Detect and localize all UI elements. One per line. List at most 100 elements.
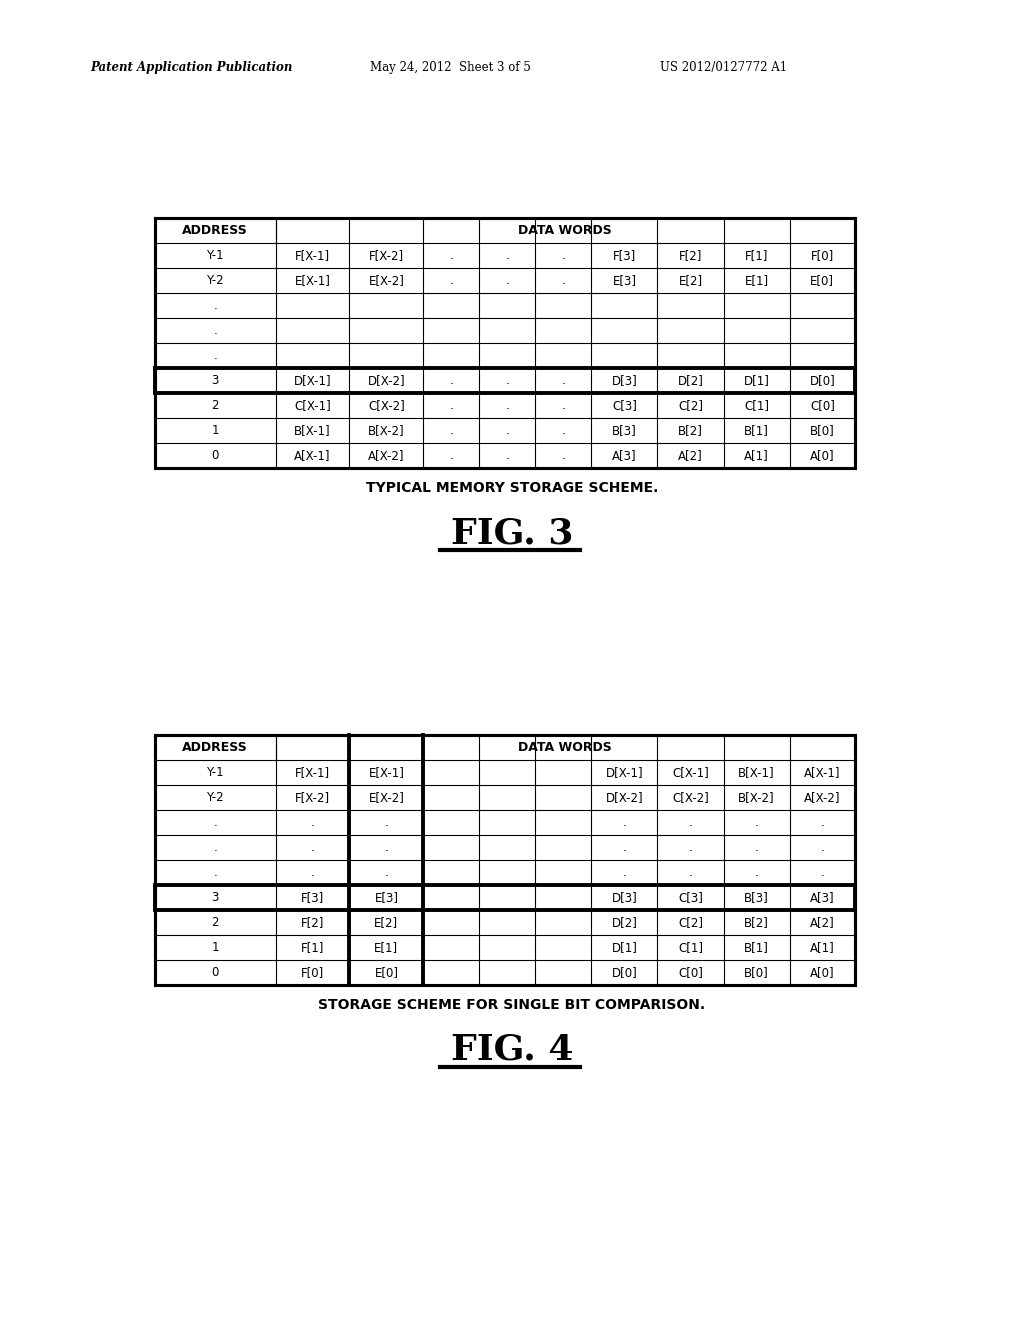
Text: E[X-1]: E[X-1] (369, 766, 404, 779)
Text: A[3]: A[3] (612, 449, 637, 462)
Text: .: . (820, 816, 824, 829)
Text: .: . (213, 300, 217, 312)
Text: C[1]: C[1] (678, 941, 703, 954)
Text: .: . (450, 449, 454, 462)
Text: .: . (213, 816, 217, 829)
Text: A[X-1]: A[X-1] (804, 766, 841, 779)
Text: D[0]: D[0] (611, 966, 637, 979)
Text: F[X-2]: F[X-2] (369, 249, 403, 261)
Text: E[3]: E[3] (612, 275, 636, 286)
Text: F[0]: F[0] (301, 966, 325, 979)
Text: 3: 3 (212, 374, 219, 387)
Bar (155, 218, 855, 469)
Bar (155, 368, 855, 393)
Text: .: . (623, 816, 627, 829)
Text: Y-1: Y-1 (207, 249, 224, 261)
Text: B[X-2]: B[X-2] (368, 424, 404, 437)
Text: B[0]: B[0] (744, 966, 769, 979)
Text: F[2]: F[2] (301, 916, 325, 929)
Text: A[1]: A[1] (744, 449, 769, 462)
Text: .: . (688, 816, 692, 829)
Text: .: . (561, 374, 565, 387)
Text: A[X-2]: A[X-2] (369, 449, 404, 462)
Text: B[3]: B[3] (612, 424, 637, 437)
Text: 0: 0 (212, 966, 219, 979)
Text: .: . (506, 249, 509, 261)
Text: .: . (310, 841, 314, 854)
Text: .: . (213, 323, 217, 337)
Text: A[X-1]: A[X-1] (294, 449, 331, 462)
Bar (155, 884, 855, 909)
Text: Y-2: Y-2 (207, 791, 224, 804)
Text: C[2]: C[2] (678, 916, 703, 929)
Text: 2: 2 (212, 399, 219, 412)
Text: C[X-1]: C[X-1] (294, 399, 331, 412)
Text: Y-2: Y-2 (207, 275, 224, 286)
Text: STORAGE SCHEME FOR SINGLE BIT COMPARISON.: STORAGE SCHEME FOR SINGLE BIT COMPARISON… (318, 998, 706, 1012)
Text: .: . (450, 249, 454, 261)
Text: F[X-1]: F[X-1] (295, 249, 330, 261)
Text: D[3]: D[3] (611, 891, 637, 904)
Text: .: . (213, 841, 217, 854)
Text: .: . (688, 841, 692, 854)
Text: .: . (755, 866, 759, 879)
Text: A[0]: A[0] (810, 966, 835, 979)
Text: .: . (310, 866, 314, 879)
Text: .: . (755, 816, 759, 829)
Text: .: . (385, 841, 388, 854)
Text: D[3]: D[3] (611, 374, 637, 387)
Text: C[3]: C[3] (612, 399, 637, 412)
Text: B[X-1]: B[X-1] (738, 766, 775, 779)
Text: .: . (506, 424, 509, 437)
Text: C[2]: C[2] (678, 399, 703, 412)
Text: .: . (561, 449, 565, 462)
Text: F[1]: F[1] (744, 249, 768, 261)
Text: .: . (623, 866, 627, 879)
Text: E[X-2]: E[X-2] (369, 791, 404, 804)
Text: .: . (450, 374, 454, 387)
Text: .: . (561, 249, 565, 261)
Text: US 2012/0127772 A1: US 2012/0127772 A1 (660, 62, 787, 74)
Text: F[1]: F[1] (301, 941, 325, 954)
Text: E[2]: E[2] (679, 275, 702, 286)
Text: Y-1: Y-1 (207, 766, 224, 779)
Text: .: . (213, 866, 217, 879)
Text: ADDRESS: ADDRESS (182, 741, 248, 754)
Text: .: . (561, 399, 565, 412)
Text: F[X-1]: F[X-1] (295, 766, 330, 779)
Text: ADDRESS: ADDRESS (182, 224, 248, 238)
Text: .: . (688, 866, 692, 879)
Text: Patent Application Publication: Patent Application Publication (90, 62, 293, 74)
Text: E[3]: E[3] (375, 891, 398, 904)
Text: .: . (450, 275, 454, 286)
Text: 1: 1 (212, 424, 219, 437)
Text: .: . (623, 841, 627, 854)
Text: C[1]: C[1] (744, 399, 769, 412)
Text: F[X-2]: F[X-2] (295, 791, 330, 804)
Text: DATA WORDS: DATA WORDS (518, 224, 612, 238)
Bar (155, 735, 855, 985)
Text: D[1]: D[1] (611, 941, 637, 954)
Text: .: . (561, 424, 565, 437)
Text: .: . (820, 866, 824, 879)
Text: C[0]: C[0] (810, 399, 835, 412)
Text: F[3]: F[3] (612, 249, 636, 261)
Text: May 24, 2012  Sheet 3 of 5: May 24, 2012 Sheet 3 of 5 (370, 62, 530, 74)
Bar (155, 735, 855, 985)
Text: C[0]: C[0] (678, 966, 702, 979)
Text: .: . (755, 841, 759, 854)
Text: A[1]: A[1] (810, 941, 835, 954)
Text: C[3]: C[3] (678, 891, 702, 904)
Text: B[1]: B[1] (744, 941, 769, 954)
Text: .: . (310, 816, 314, 829)
Text: E[2]: E[2] (375, 916, 398, 929)
Bar (155, 218, 855, 469)
Text: A[3]: A[3] (810, 891, 835, 904)
Text: E[X-1]: E[X-1] (295, 275, 331, 286)
Text: .: . (820, 841, 824, 854)
Text: B[0]: B[0] (810, 424, 835, 437)
Text: C[X-2]: C[X-2] (368, 399, 404, 412)
Text: B[1]: B[1] (744, 424, 769, 437)
Text: D[X-2]: D[X-2] (368, 374, 406, 387)
Text: F[3]: F[3] (301, 891, 325, 904)
